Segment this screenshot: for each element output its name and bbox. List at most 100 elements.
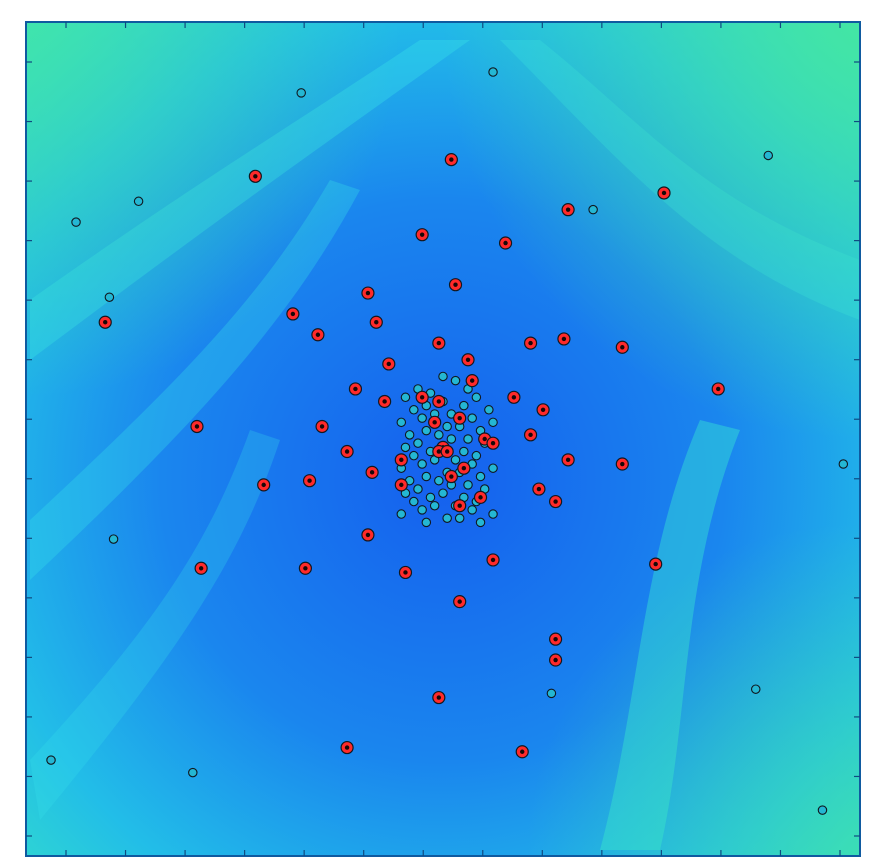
cyan-data-point xyxy=(459,400,469,411)
cyan-data-point xyxy=(409,405,419,415)
red-data-point xyxy=(649,557,663,571)
cyan-data-point xyxy=(400,442,411,453)
cyan-data-point xyxy=(438,488,448,498)
red-data-point xyxy=(453,499,467,513)
red-data-point xyxy=(248,169,262,183)
cyan-data-point xyxy=(400,392,411,403)
cyan-data-point xyxy=(434,430,444,440)
cyan-data-point xyxy=(438,371,448,382)
red-data-point xyxy=(453,595,467,609)
red-data-point xyxy=(548,653,563,667)
red-data-point xyxy=(361,528,375,542)
red-data-point xyxy=(557,332,571,346)
cyan-data-point xyxy=(467,505,477,515)
cyan-data-point xyxy=(488,509,498,519)
red-data-point xyxy=(515,745,529,759)
cyan-data-point xyxy=(396,509,407,519)
red-data-point xyxy=(498,236,513,250)
cyan-data-point xyxy=(588,204,598,215)
red-data-point xyxy=(415,228,429,242)
red-data-point xyxy=(415,390,429,404)
cyan-data-point xyxy=(467,413,477,423)
red-data-point xyxy=(382,357,396,371)
red-data-point xyxy=(398,565,413,580)
cyan-data-point xyxy=(413,484,423,494)
red-data-point xyxy=(453,411,467,425)
red-data-point xyxy=(548,632,563,646)
red-data-point xyxy=(302,474,317,488)
red-data-point xyxy=(523,428,538,442)
red-data-point xyxy=(432,394,446,409)
red-data-point xyxy=(428,415,442,429)
cyan-data-point xyxy=(463,434,473,444)
red-data-point xyxy=(615,340,629,354)
red-data-point xyxy=(98,315,112,329)
cyan-data-point xyxy=(475,471,486,482)
cyan-data-point xyxy=(446,434,457,444)
axis-ticks xyxy=(26,22,860,856)
cyan-data-point xyxy=(750,684,761,694)
cyan-data-point xyxy=(421,425,432,436)
cyan-data-point xyxy=(434,475,444,486)
cyan-data-point xyxy=(396,417,407,428)
red-data-point xyxy=(369,315,383,329)
cyan-data-point xyxy=(471,392,482,403)
cyan-data-point xyxy=(454,513,465,523)
red-data-point xyxy=(444,153,458,167)
cyan-data-point xyxy=(488,417,498,428)
red-data-point xyxy=(523,336,538,350)
red-data-point xyxy=(461,353,475,367)
cyan-data-point xyxy=(417,505,427,515)
cyan-data-point xyxy=(475,517,486,528)
cyan-data-point xyxy=(450,375,461,386)
cyan-data-point xyxy=(188,767,198,778)
cyan-data-point xyxy=(838,459,849,469)
cyan-data-point xyxy=(46,755,56,765)
cyan-data-point xyxy=(450,455,461,465)
cyan-data-point xyxy=(421,517,432,528)
cyan-data-point xyxy=(404,430,415,440)
cyan-data-point xyxy=(463,480,473,490)
cyan-data-point xyxy=(296,88,306,98)
cyan-data-point xyxy=(425,492,436,503)
red-data-point xyxy=(432,690,446,705)
red-data-point xyxy=(548,494,563,509)
red-data-point xyxy=(440,444,454,459)
cyan-data-point xyxy=(417,459,427,469)
cyan-data-point xyxy=(546,688,557,699)
red-data-point xyxy=(311,328,325,342)
red-data-point xyxy=(432,336,446,350)
red-data-point xyxy=(315,419,329,434)
red-data-point xyxy=(194,561,208,575)
red-data-point xyxy=(532,482,546,496)
red-data-point xyxy=(507,390,521,404)
red-data-point xyxy=(561,453,575,467)
red-data-point xyxy=(340,740,354,755)
red-data-point xyxy=(190,419,204,434)
cyan-data-point xyxy=(763,150,774,161)
cyan-data-point xyxy=(471,450,482,461)
heatmap-background xyxy=(26,22,860,856)
red-data-point xyxy=(394,453,408,467)
cyan-data-point xyxy=(484,405,494,415)
red-data-point xyxy=(465,374,479,388)
red-data-point xyxy=(361,286,375,300)
red-data-point xyxy=(394,478,408,492)
red-data-point xyxy=(486,553,500,567)
cyan-data-point xyxy=(459,446,469,457)
cyan-data-point xyxy=(417,413,427,423)
data-markers xyxy=(46,67,849,815)
cyan-data-point xyxy=(442,513,452,523)
cyan-data-point xyxy=(71,217,81,227)
cyan-data-point xyxy=(421,471,432,482)
cyan-data-point xyxy=(429,500,440,511)
red-data-point xyxy=(365,465,379,479)
red-data-point xyxy=(444,469,458,484)
cyan-data-point xyxy=(104,292,115,302)
cyan-data-point xyxy=(442,421,452,432)
red-data-point xyxy=(340,444,354,459)
cyan-data-point xyxy=(108,534,119,544)
red-data-point xyxy=(615,457,629,471)
cyan-data-point xyxy=(413,438,423,448)
